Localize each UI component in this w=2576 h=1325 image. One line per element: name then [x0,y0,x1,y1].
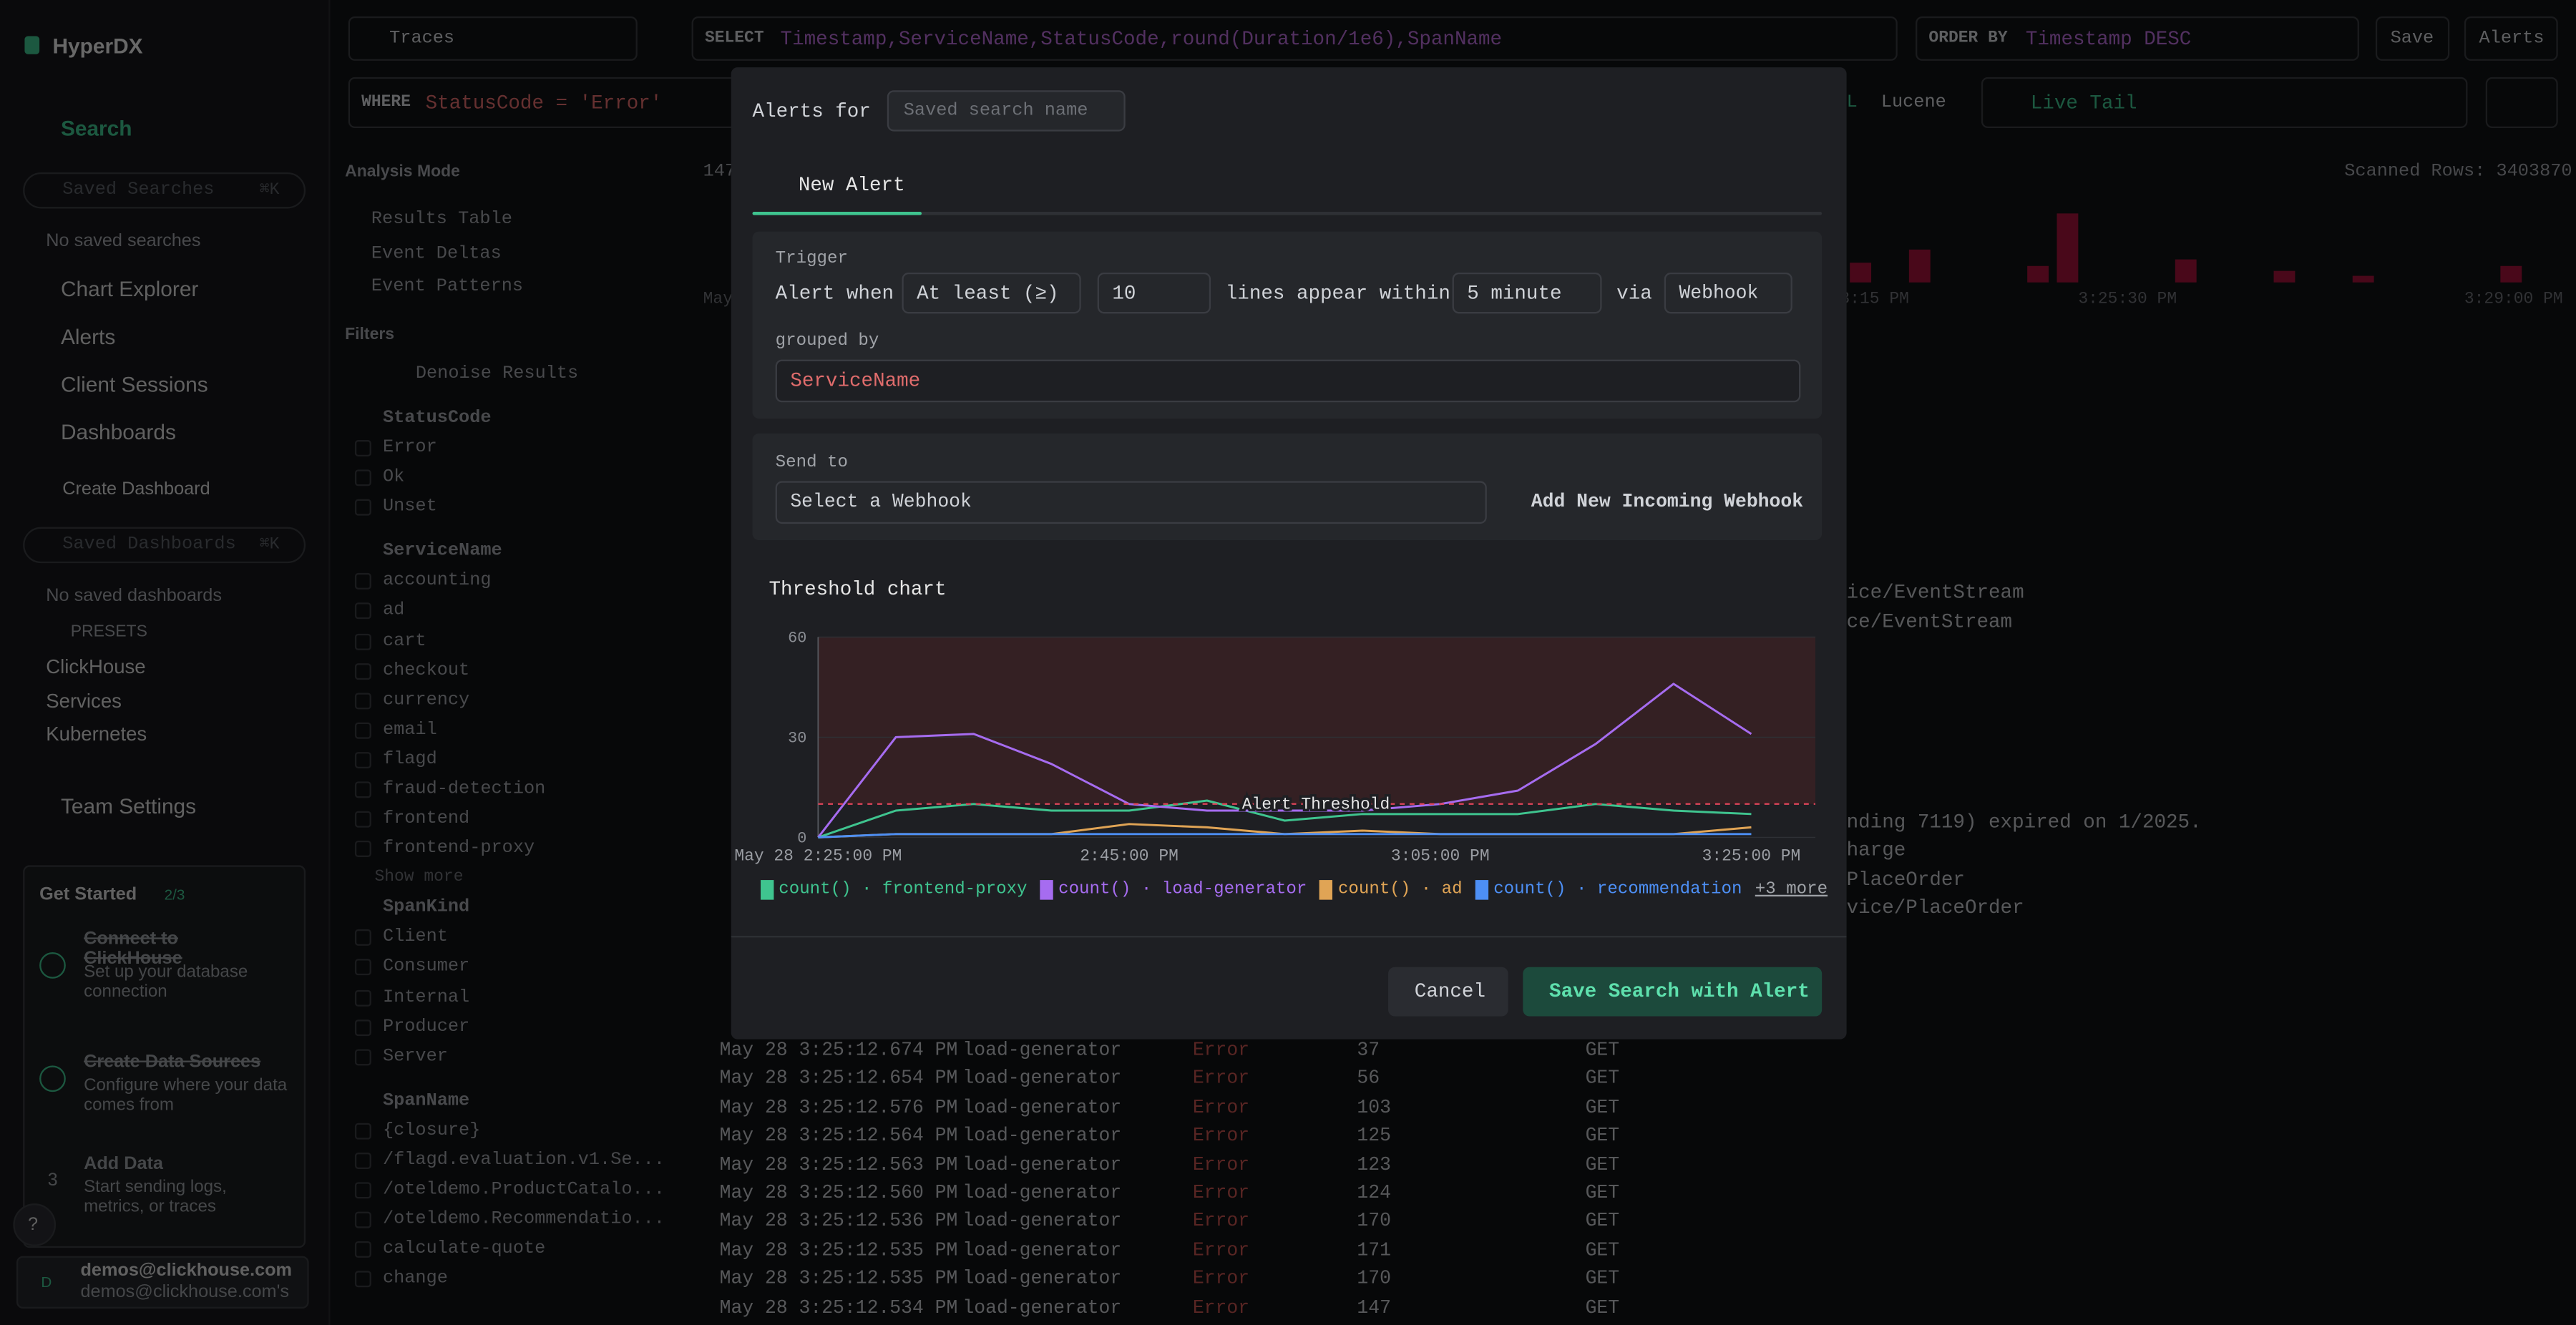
series-line [817,683,1752,838]
cancel-button[interactable] [1388,967,1508,1017]
legend-entry[interactable]: count() · load-generator [1040,880,1307,900]
channel-select[interactable] [1664,272,1792,314]
series-line [818,823,1752,838]
label: via [1616,282,1652,305]
webhook-placeholder[interactable]: Select a Webhook [790,492,972,514]
y-tick-label: 30 [788,729,806,747]
divider [731,936,1847,938]
legend-entry[interactable]: count() · ad [1319,880,1463,900]
group-field: ServiceName [790,369,921,393]
label: Trigger [775,249,848,270]
series-line [818,833,1752,838]
alerts-for: Alerts for [752,99,871,124]
label: lines appear within [1225,282,1450,305]
legend-entry[interactable]: count() · recommendation [1475,880,1742,900]
y-tick-label: 0 [797,829,806,847]
legend-more[interactable]: +3 more [1755,880,1828,900]
series-line [817,799,1752,838]
window[interactable]: 5 minute [1467,282,1562,305]
cancel[interactable]: Cancel [1414,980,1486,1004]
save-alert[interactable]: Save Search with Alert [1549,980,1810,1004]
x-tick-label: 3:05:00 PM [1391,847,1490,866]
condition[interactable]: At least (≥) [917,282,1059,305]
label: grouped by [775,331,879,352]
y-tick-label: 60 [788,629,806,647]
alert-modal [731,67,1847,1040]
name-input[interactable] [887,90,1126,132]
group-input[interactable] [775,359,1801,403]
window-select[interactable] [1452,272,1602,314]
x-tick-label: May 28 2:25:00 PM [734,847,902,866]
tab-active [752,212,922,215]
save-alert-button[interactable] [1523,967,1823,1017]
legend: count() · frontend-proxy count() · load-g… [761,880,1828,900]
x-tick-label: 3:25:00 PM [1702,847,1801,866]
placeholder: Saved search name [903,102,1088,122]
threshold-zone [818,637,1815,804]
threshold-label: Alert Threshold [1242,796,1390,814]
chart-title[interactable]: Threshold chart [769,577,947,601]
tab[interactable]: New Alert [798,174,905,197]
label: Alert when [775,282,894,305]
count-input[interactable] [1097,272,1211,314]
webhook-select[interactable] [775,481,1487,524]
add-webhook[interactable]: Add New Incoming Webhook [1531,492,1804,514]
legend-entry[interactable]: count() · frontend-proxy [761,880,1027,900]
channel[interactable]: Webhook [1679,283,1759,305]
condition-select[interactable] [902,272,1081,314]
x-tick-label: 2:45:00 PM [1080,847,1179,866]
count-value[interactable]: 10 [1112,282,1136,305]
label: Send to [775,453,848,473]
tab-underline [752,212,1823,215]
